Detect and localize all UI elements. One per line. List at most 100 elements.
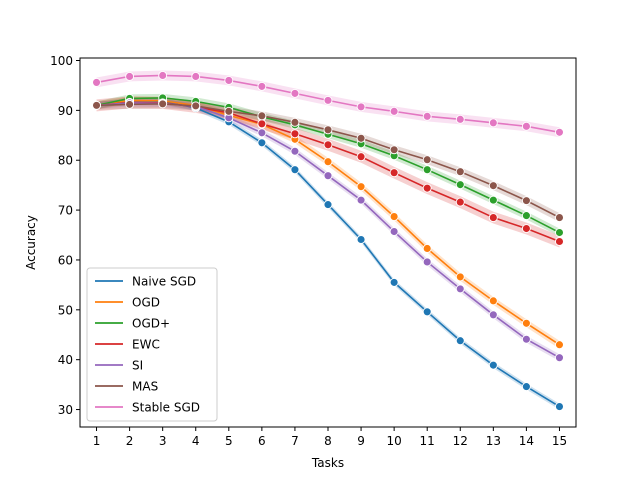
x-tick-label: 2 bbox=[126, 434, 134, 448]
point-ewc bbox=[422, 183, 432, 193]
point-mas bbox=[488, 181, 498, 191]
point-stable-sgd bbox=[455, 114, 465, 124]
point-ogd bbox=[422, 244, 432, 253]
point-si bbox=[455, 284, 465, 294]
point-stable-sgd bbox=[323, 95, 333, 105]
legend-label-naive-sgd: Naive SGD bbox=[132, 275, 196, 289]
legend-label-mas: MAS bbox=[132, 380, 158, 394]
x-axis-label: Tasks bbox=[311, 456, 344, 470]
point-si bbox=[422, 257, 432, 267]
point-mas bbox=[422, 155, 432, 165]
point-si bbox=[555, 353, 564, 363]
legend-label-ogd: OGD bbox=[132, 296, 160, 310]
x-tick-label: 10 bbox=[386, 434, 401, 448]
x-tick-label: 6 bbox=[258, 434, 266, 448]
point-naive-sgd bbox=[389, 277, 399, 287]
point-ogd bbox=[356, 182, 366, 192]
point-mas bbox=[290, 117, 300, 127]
point-mas bbox=[257, 111, 267, 121]
x-tick-label: 7 bbox=[291, 434, 299, 448]
point-stable-sgd bbox=[555, 127, 564, 137]
x-tick-label: 4 bbox=[192, 434, 200, 448]
point-ewc bbox=[257, 119, 267, 129]
point-naive-sgd bbox=[521, 382, 531, 392]
point-stable-sgd bbox=[125, 71, 135, 81]
point-stable-sgd bbox=[422, 111, 432, 121]
point-mas bbox=[323, 125, 333, 135]
point-ewc bbox=[323, 140, 333, 150]
point-ogd- bbox=[521, 211, 531, 221]
point-mas bbox=[455, 167, 465, 177]
x-tick-label: 5 bbox=[225, 434, 233, 448]
point-si bbox=[488, 310, 498, 320]
point-stable-sgd bbox=[224, 75, 234, 85]
point-naive-sgd bbox=[257, 138, 267, 148]
point-ewc bbox=[290, 129, 300, 139]
y-axis-label: Accuracy bbox=[24, 215, 38, 270]
point-si bbox=[521, 334, 531, 344]
point-ewc bbox=[389, 168, 399, 178]
point-stable-sgd bbox=[158, 71, 168, 80]
x-tick-label: 12 bbox=[453, 434, 468, 448]
point-ewc bbox=[555, 237, 564, 246]
point-mas bbox=[356, 133, 366, 143]
point-stable-sgd bbox=[191, 71, 201, 81]
y-tick-label: 70 bbox=[58, 204, 73, 218]
point-naive-sgd bbox=[323, 200, 333, 210]
point-ogd bbox=[555, 340, 564, 350]
point-ogd bbox=[488, 296, 498, 306]
point-si bbox=[257, 128, 267, 138]
point-ogd- bbox=[422, 165, 432, 175]
y-tick-label: 30 bbox=[58, 403, 73, 417]
legend-box bbox=[86, 267, 218, 422]
point-mas bbox=[191, 101, 201, 111]
x-tick-label: 13 bbox=[486, 434, 501, 448]
point-si bbox=[389, 227, 399, 236]
point-naive-sgd bbox=[422, 307, 432, 317]
point-stable-sgd bbox=[389, 106, 399, 116]
y-tick-label: 80 bbox=[58, 154, 73, 168]
x-tick-label: 1 bbox=[93, 434, 101, 448]
point-ewc bbox=[455, 197, 465, 207]
legend-label-ewc: EWC bbox=[132, 338, 160, 352]
legend: Naive SGD OGD OGD+ EWC SI MAS Stable SGD bbox=[86, 267, 218, 422]
y-tick-label: 40 bbox=[58, 353, 73, 367]
x-tick-label: 14 bbox=[519, 434, 534, 448]
point-stable-sgd bbox=[356, 102, 366, 112]
point-naive-sgd bbox=[455, 336, 465, 346]
point-ogd bbox=[323, 157, 333, 167]
x-tick-label: 9 bbox=[357, 434, 365, 448]
point-mas bbox=[92, 100, 101, 110]
y-tick-label: 100 bbox=[50, 54, 73, 68]
x-tick-label: 8 bbox=[324, 434, 332, 448]
point-ogd- bbox=[488, 195, 498, 205]
point-si bbox=[290, 146, 300, 156]
point-stable-sgd bbox=[521, 121, 531, 131]
point-ewc bbox=[521, 224, 531, 233]
y-tick-label: 90 bbox=[58, 104, 73, 118]
x-tick-label: 11 bbox=[420, 434, 435, 448]
y-tick-label: 50 bbox=[58, 303, 73, 317]
y-axis: 30 40 50 60 70 80 90 100 bbox=[50, 54, 80, 417]
x-axis: 1 2 3 4 5 6 7 8 9 10 11 12 13 14 15 bbox=[93, 427, 567, 448]
point-mas bbox=[389, 145, 399, 155]
x-tick-label: 3 bbox=[159, 434, 167, 448]
legend-label-stable-sgd: Stable SGD bbox=[132, 401, 200, 415]
point-stable-sgd bbox=[257, 81, 267, 91]
point-mas bbox=[521, 196, 531, 206]
point-ogd bbox=[455, 272, 465, 282]
point-naive-sgd bbox=[356, 235, 366, 244]
point-ogd bbox=[521, 318, 531, 328]
series-markers bbox=[92, 71, 564, 412]
point-naive-sgd bbox=[290, 165, 300, 175]
point-naive-sgd bbox=[488, 360, 498, 370]
point-mas bbox=[158, 99, 168, 109]
point-ogd- bbox=[555, 228, 564, 237]
point-stable-sgd bbox=[488, 118, 498, 128]
legend-label-si: SI bbox=[132, 359, 143, 373]
x-tick-label: 15 bbox=[552, 434, 567, 448]
point-naive-sgd bbox=[555, 402, 564, 412]
point-ogd- bbox=[455, 180, 465, 190]
point-mas bbox=[555, 213, 564, 223]
